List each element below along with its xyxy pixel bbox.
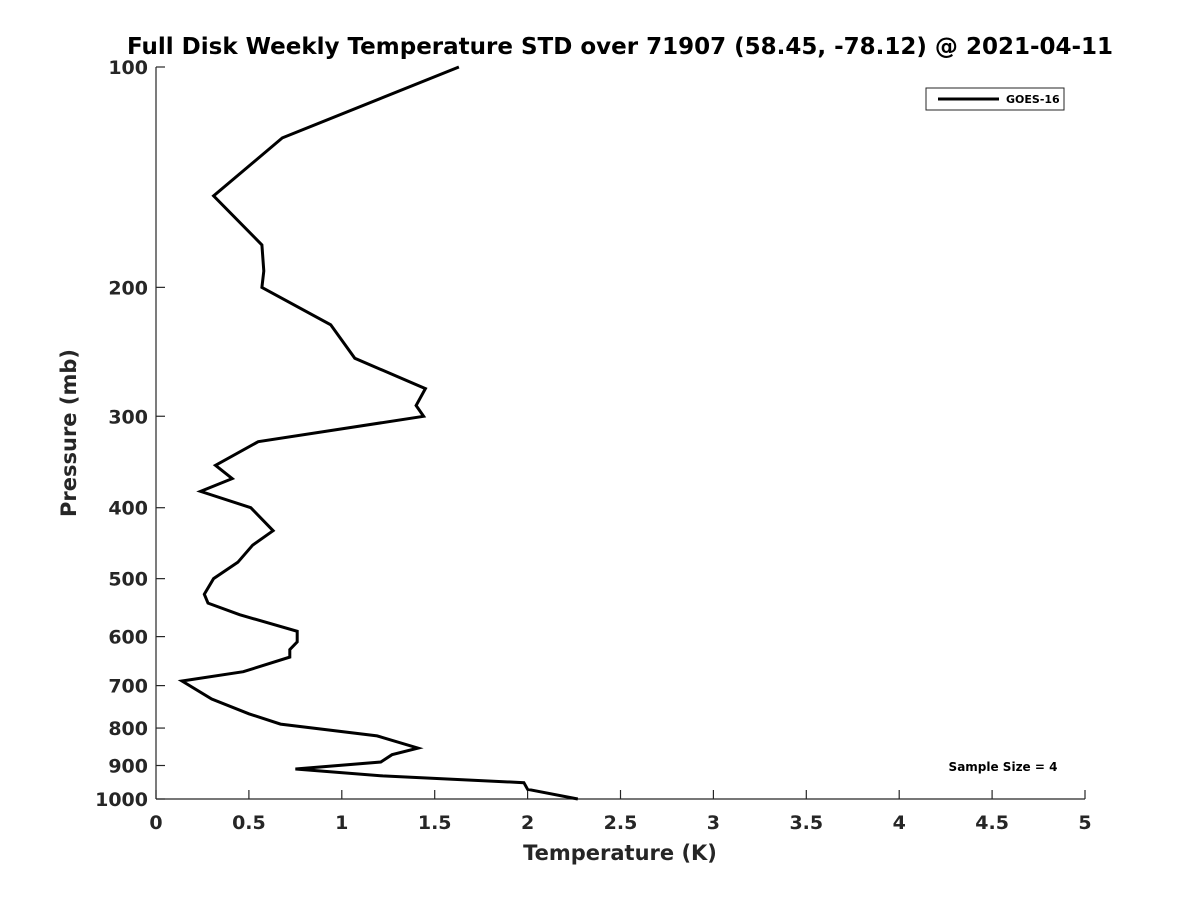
x-axis-ticks: 0 0.5 1 1.5 2 2.5 3 3.5 4 4.5 5 (149, 790, 1092, 834)
x-tick-label: 0.5 (232, 812, 266, 834)
series-group (177, 65, 579, 801)
x-tick-label: 2.5 (604, 812, 638, 834)
x-tick-label: 5 (1078, 812, 1091, 834)
y-tick-label: 500 (108, 569, 148, 591)
y-axis-title: Pressure (mb) (57, 349, 81, 517)
y-tick-label: 400 (108, 498, 148, 520)
legend: GOES-16 (925, 87, 1065, 111)
x-tick-label: 1 (335, 812, 348, 834)
plot-area: 0 0.5 1 1.5 2 2.5 3 3.5 4 4.5 5 100 200 300 400 500 600… (95, 57, 1092, 834)
x-tick-label: 4 (893, 812, 906, 834)
x-axis-title: Temperature (K) (523, 841, 717, 865)
y-tick-label: 800 (108, 718, 148, 740)
series-line-goes-16 (177, 65, 579, 801)
x-tick-label: 0 (149, 812, 162, 834)
x-tick-label: 2 (521, 812, 534, 834)
y-tick-label: 200 (108, 277, 148, 299)
y-tick-label: 900 (108, 756, 148, 778)
x-tick-label: 4.5 (975, 812, 1009, 834)
y-axis-ticks: 100 200 300 400 500 600 700 800 900 1000 (95, 57, 165, 811)
y-tick-label: 100 (108, 57, 148, 79)
legend-label-goes-16: GOES-16 (1006, 93, 1060, 106)
y-tick-label: 300 (108, 406, 148, 428)
chart-title: Full Disk Weekly Temperature STD over 71… (127, 34, 1113, 60)
y-tick-label: 1000 (95, 789, 148, 811)
x-tick-label: 3.5 (789, 812, 823, 834)
y-tick-label: 600 (108, 627, 148, 649)
x-tick-label: 1.5 (418, 812, 452, 834)
x-tick-label: 3 (707, 812, 720, 834)
y-tick-label: 700 (108, 676, 148, 698)
sample-size-annotation: Sample Size = 4 (949, 760, 1058, 774)
